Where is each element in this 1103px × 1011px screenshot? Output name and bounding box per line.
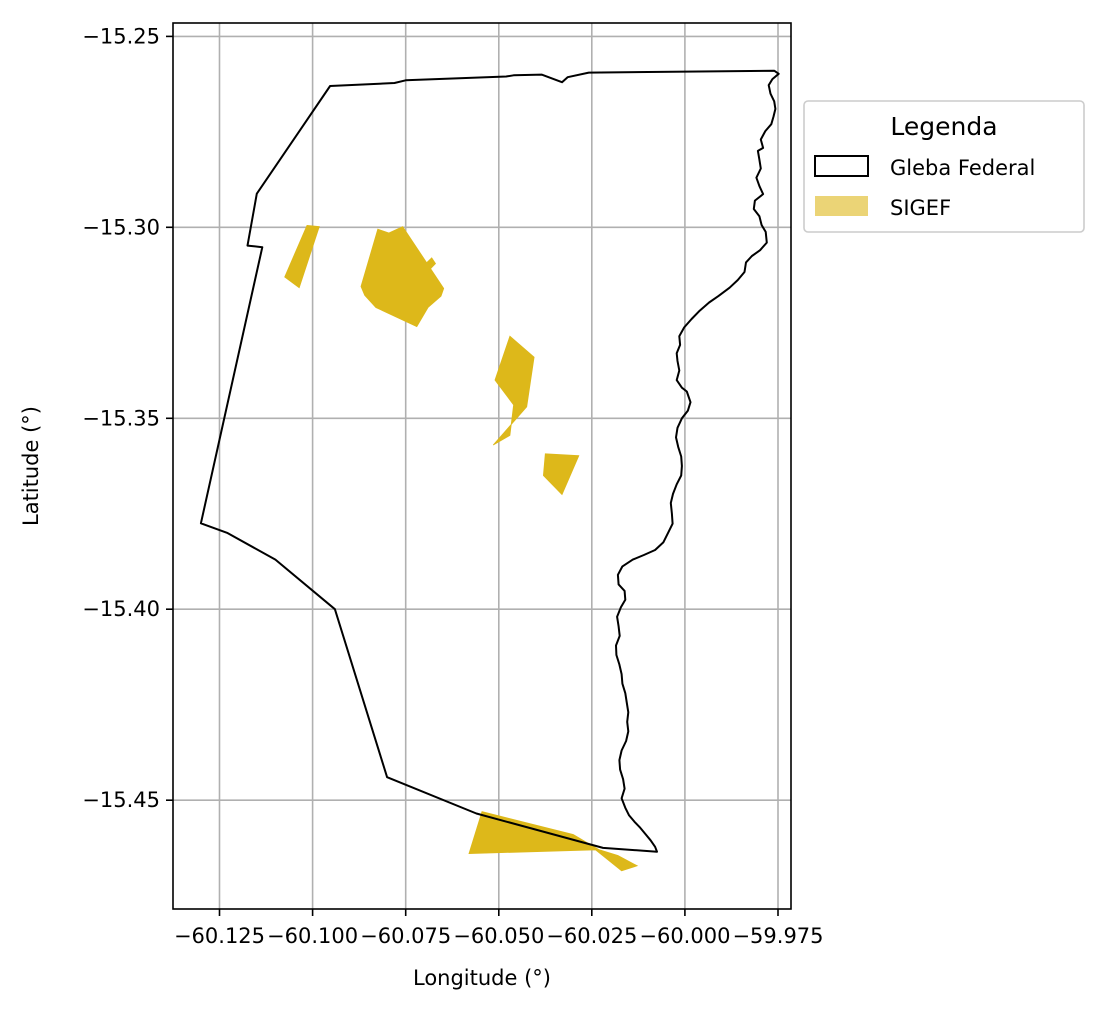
x-tick-label-6: −59.975 [732, 924, 823, 948]
x-tick-label-5: −60.000 [639, 924, 730, 948]
y-tick-label-4: −15.45 [82, 788, 160, 812]
sigef-layer [284, 224, 639, 872]
sigef-parcel-1 [284, 224, 320, 289]
legend: Legenda Gleba Federal SIGEF [803, 100, 1085, 233]
y-axis-label: Latitude (°) [19, 406, 43, 526]
legend-box [803, 100, 1085, 233]
y-tick-label-2: −15.35 [82, 406, 160, 430]
sigef-parcel-3 [419, 257, 437, 276]
x-tick-label-4: −60.025 [546, 924, 637, 948]
legend-gleba-swatch [814, 155, 869, 177]
x-tick-label-1: −60.100 [267, 924, 358, 948]
x-axis-label: Longitude (°) [413, 966, 551, 990]
y-tick-label-1: −15.30 [82, 215, 160, 239]
grid [173, 23, 791, 909]
x-tick-label-2: −60.075 [360, 924, 451, 948]
plot-frame [172, 22, 792, 910]
sigef-parcel-4 [492, 335, 535, 446]
gleba-federal-layer [199, 69, 780, 853]
y-tick-label-3: −15.40 [82, 597, 160, 621]
x-tick-label-3: −60.050 [453, 924, 544, 948]
legend-gleba-label: Gleba Federal [890, 156, 1035, 180]
x-tick-label-0: −60.125 [174, 924, 265, 948]
legend-title: Legenda [890, 112, 997, 141]
sigef-parcel-5 [542, 453, 580, 496]
y-tick-label-0: −15.25 [82, 24, 160, 48]
axis-ticks: −60.125 −60.100 −60.075 −60.050 −60.025 −60.0… [82, 24, 823, 948]
legend-sigef-label: SIGEF [890, 196, 951, 220]
sigef-parcel-6 [468, 811, 639, 872]
legend-sigef-swatch [815, 196, 868, 216]
gleba-federal-boundary [199, 69, 780, 853]
